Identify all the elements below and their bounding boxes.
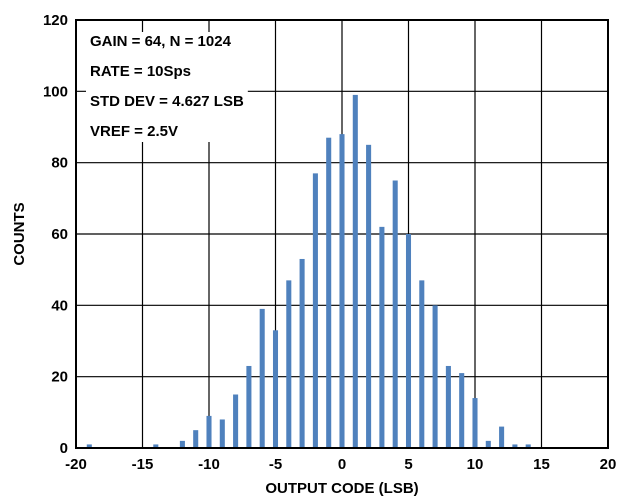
bar (366, 144, 372, 449)
annotation-gain: GAIN = 64, N = 1024 (90, 33, 232, 50)
bar (445, 365, 451, 448)
bar (206, 415, 212, 448)
bar (512, 444, 518, 448)
bar (219, 419, 225, 448)
x-tick-labels: -20 -15 -10 -5 0 5 10 15 20 (65, 456, 616, 473)
bar (86, 444, 92, 448)
x-tick-label: 15 (533, 456, 550, 473)
bar (392, 180, 398, 448)
bar (405, 234, 412, 448)
x-tick-label: -5 (269, 456, 282, 473)
x-tick-label: 5 (404, 456, 412, 473)
y-tick-label: 0 (60, 440, 68, 457)
y-axis-title: COUNTS (11, 202, 28, 265)
bar (419, 280, 425, 448)
bar (299, 258, 305, 448)
bar (352, 94, 358, 449)
bar (379, 226, 385, 448)
annotation-std-dev: STD DEV = 4.627 LSB (90, 93, 244, 110)
x-tick-label: 10 (467, 456, 484, 473)
x-tick-label: -10 (198, 456, 220, 473)
x-tick-label: -15 (132, 456, 154, 473)
y-tick-labels: 0 20 40 60 80 100 120 (43, 12, 68, 457)
y-tick-label: 100 (43, 83, 68, 100)
bar (525, 444, 531, 448)
bar (246, 365, 252, 448)
annotation-box (86, 32, 248, 142)
annotation-rate: RATE = 10Sps (90, 63, 191, 80)
y-tick-label: 80 (51, 155, 68, 172)
bar (193, 430, 199, 448)
bar (339, 134, 345, 448)
bar (326, 137, 332, 448)
bar (259, 308, 265, 448)
annotations: GAIN = 64, N = 1024 RATE = 10Sps STD DEV… (90, 33, 244, 140)
annotation-vref: VREF = 2.5V (90, 123, 178, 140)
y-tick-label: 40 (51, 297, 68, 314)
bar (459, 373, 465, 448)
bar (179, 440, 185, 448)
x-tick-label: 0 (338, 456, 346, 473)
x-tick-label: -20 (65, 456, 87, 473)
bar (485, 440, 491, 448)
bar (272, 330, 279, 448)
bar (472, 398, 478, 448)
bar (233, 394, 239, 448)
bar (286, 280, 292, 448)
bar (312, 173, 318, 448)
x-axis-title: OUTPUT CODE (LSB) (265, 480, 418, 497)
y-tick-label: 20 (51, 369, 68, 386)
bar (499, 426, 505, 448)
x-tick-label: 20 (600, 456, 617, 473)
plot-frame (75, 19, 609, 449)
y-tick-label: 60 (51, 226, 68, 243)
bar (153, 444, 159, 448)
bars (86, 94, 531, 449)
bar (432, 305, 438, 448)
y-tick-label: 120 (43, 12, 68, 29)
